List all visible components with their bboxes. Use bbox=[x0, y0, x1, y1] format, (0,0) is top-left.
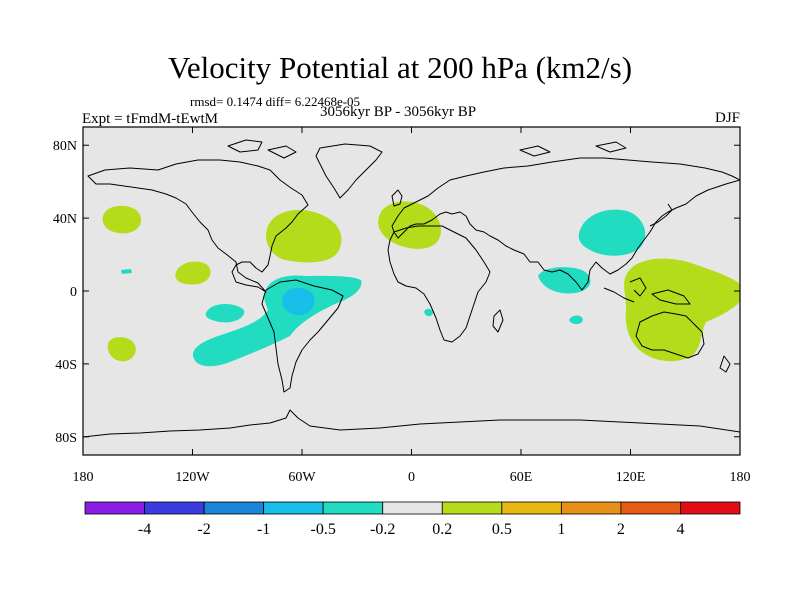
region-w-pacific-australia-positive bbox=[624, 258, 740, 362]
x-tick-label: 0 bbox=[408, 470, 415, 485]
colorbar-label: 0.5 bbox=[492, 521, 512, 538]
y-tick-label: 80S bbox=[55, 431, 77, 446]
colorbar-swatch bbox=[620, 501, 681, 515]
coastline-europe-asia bbox=[391, 157, 740, 291]
axis-ticks: 180 120W 60W 0 60E 120E 180 80N 40N 0 40S 80S bbox=[53, 127, 751, 485]
experiment-label: Expt = tFmdM-tEwtM bbox=[82, 111, 218, 127]
colorbar-swatch bbox=[322, 501, 384, 515]
coastline-japan bbox=[649, 203, 673, 227]
colorbar-swatch bbox=[263, 501, 324, 515]
x-tick-label: 120W bbox=[175, 470, 210, 485]
region-ne-pacific-positive bbox=[102, 205, 142, 234]
region-s-america-core-negative bbox=[282, 287, 315, 316]
y-tick-label: 40S bbox=[55, 358, 77, 373]
coastline-uk bbox=[391, 189, 403, 207]
contour-fills bbox=[102, 201, 740, 367]
chart-title: Velocity Potential at 200 hPa (km2/s) bbox=[167, 50, 633, 85]
region-china-negative bbox=[578, 209, 646, 256]
coastline-new-zealand bbox=[719, 355, 731, 373]
x-tick-label: 60E bbox=[510, 470, 533, 485]
coastline-north-america bbox=[87, 159, 309, 293]
colorbar-label: 1 bbox=[557, 521, 565, 538]
region-s-pacific-positive bbox=[107, 337, 136, 362]
coastline-antarctica bbox=[83, 409, 740, 438]
region-se-pacific-negative bbox=[205, 304, 245, 323]
x-tick-label: 180 bbox=[73, 470, 94, 485]
colorbar-swatch bbox=[680, 501, 741, 515]
season-label: DJF bbox=[714, 110, 740, 126]
colorbar-label: -0.5 bbox=[311, 521, 336, 538]
colorbar-swatch bbox=[560, 501, 622, 515]
colorbar-label: 0.2 bbox=[432, 521, 452, 538]
region-s-america-negative bbox=[192, 275, 362, 367]
y-tick-label: 0 bbox=[70, 285, 77, 300]
region-indian-ocean-negative bbox=[538, 267, 591, 294]
colorbar-swatch bbox=[144, 501, 205, 515]
stats-label: rmsd= 0.1474 diff= 6.22468e-05 bbox=[190, 94, 361, 109]
coastline-indonesia bbox=[603, 277, 691, 305]
colorbar-swatch bbox=[441, 501, 503, 515]
y-tick-label: 80N bbox=[53, 139, 77, 154]
colorbar-label: -4 bbox=[138, 521, 151, 538]
region-indian-small-negative bbox=[569, 315, 583, 325]
x-tick-label: 60W bbox=[288, 470, 316, 485]
colorbar-swatch bbox=[84, 501, 145, 515]
colorbar: -4 -2 -1 -0.5 -0.2 0.2 0.5 1 2 4 bbox=[84, 501, 741, 538]
coastline-madagascar bbox=[492, 309, 504, 333]
colorbar-swatch bbox=[501, 501, 562, 515]
x-tick-label: 120E bbox=[616, 470, 646, 485]
region-c-pacific-positive bbox=[175, 261, 211, 285]
colorbar-label: 2 bbox=[617, 521, 625, 538]
coastline-arctic-islands bbox=[227, 139, 627, 159]
colorbar-label: 4 bbox=[676, 521, 684, 538]
period-label: 3056kyr BP - 3056kyr BP bbox=[320, 104, 477, 120]
colorbar-label: -1 bbox=[257, 521, 270, 538]
region-e-pacific-small-negative bbox=[121, 269, 132, 274]
colorbar-label: -2 bbox=[197, 521, 210, 538]
coastline-africa bbox=[387, 225, 491, 343]
coastline-australia bbox=[635, 311, 705, 359]
x-tick-label: 180 bbox=[730, 470, 751, 485]
colorbar-swatch bbox=[203, 501, 265, 515]
colorbar-label: -0.2 bbox=[370, 521, 395, 538]
region-n-atlantic-positive bbox=[265, 210, 342, 263]
y-tick-label: 40N bbox=[53, 212, 77, 227]
coastline-south-america bbox=[261, 279, 344, 393]
coastlines bbox=[83, 139, 740, 438]
region-atlantic-small-negative bbox=[424, 308, 433, 317]
colorbar-swatch bbox=[382, 501, 443, 515]
coastline-greenland bbox=[315, 143, 383, 199]
region-europe-africa-positive bbox=[378, 201, 441, 249]
